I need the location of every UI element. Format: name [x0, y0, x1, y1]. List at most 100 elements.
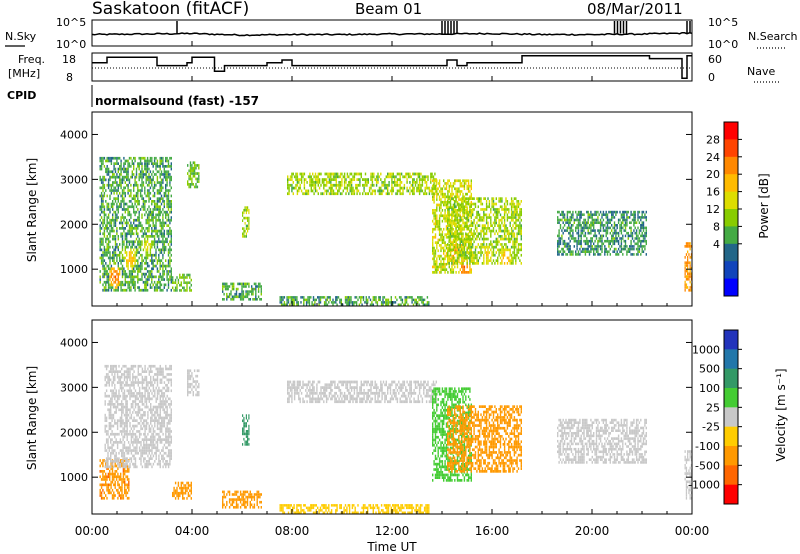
- heatmap-cell: [111, 478, 114, 481]
- heatmap-cell: [391, 181, 393, 184]
- heatmap-cell: [146, 251, 149, 254]
- heatmap-cell: [158, 189, 160, 192]
- heatmap-cell: [116, 181, 118, 184]
- heatmap-cell: [433, 198, 435, 201]
- heatmap-cell: [100, 159, 103, 163]
- heatmap-cell: [144, 229, 146, 233]
- heatmap-cell: [303, 186, 306, 190]
- heatmap-cell: [126, 159, 128, 163]
- heatmap-cell: [491, 224, 493, 227]
- heatmap-cell: [409, 186, 411, 190]
- noise-panel: N.Sky 10^5 10^0 10^5 10^0 N.Search: [5, 16, 798, 51]
- heatmap-cell: [134, 218, 136, 222]
- heatmap-cell: [630, 221, 632, 224]
- power-heatmap: [99, 156, 693, 306]
- heatmap-cell: [373, 189, 375, 193]
- heatmap-cell: [100, 167, 103, 171]
- heatmap-cell: [189, 169, 192, 173]
- heatmap-cell: [113, 256, 115, 260]
- heatmap-cell: [102, 183, 104, 187]
- heatmap-cell: [282, 296, 284, 299]
- heatmap-cell: [477, 200, 479, 203]
- heatmap-cell: [430, 178, 432, 181]
- heatmap-cell: [602, 226, 605, 230]
- heatmap-cell: [624, 234, 627, 238]
- heatmap-cell: [332, 192, 335, 196]
- heatmap-cell: [114, 251, 117, 254]
- heatmap-cell: [463, 221, 466, 225]
- heatmap-cell: [152, 175, 154, 179]
- heatmap-cell: [370, 186, 372, 190]
- heatmap-cell: [235, 292, 238, 296]
- heatmap-cell: [396, 172, 399, 176]
- heatmap-cell: [102, 459, 104, 462]
- heatmap-cell: [146, 178, 149, 182]
- heatmap-cell: [690, 275, 693, 278]
- heatmap-cell: [469, 268, 471, 271]
- heatmap-cell: [645, 229, 647, 232]
- heatmap-cell: [437, 265, 439, 269]
- heatmap-cell: [149, 208, 152, 211]
- heatmap-cell: [117, 167, 119, 171]
- heatmap-cell: [146, 191, 149, 195]
- heatmap-cell: [102, 175, 104, 179]
- heatmap-cell: [467, 251, 470, 254]
- heatmap-cell: [433, 252, 435, 255]
- heatmap-cell: [432, 244, 434, 247]
- heatmap-cell: [445, 235, 448, 239]
- heatmap-cell: [325, 189, 328, 193]
- heatmap-cell: [148, 183, 150, 187]
- heatmap-cell: [365, 301, 367, 304]
- heatmap-cell: [497, 262, 499, 265]
- heatmap-cell: [461, 265, 463, 269]
- heatmap-cell: [151, 243, 153, 246]
- heatmap-cell: [149, 243, 152, 246]
- heatmap-cell: [121, 178, 124, 182]
- heatmap-cell: [515, 221, 517, 225]
- heatmap-cell: [465, 235, 467, 239]
- heatmap-cell: [105, 419, 108, 422]
- heatmap-cell: [307, 192, 310, 196]
- heatmap-cell: [440, 268, 442, 271]
- heatmap-cell: [599, 245, 602, 248]
- heatmap-cell: [432, 246, 434, 250]
- heatmap-cell: [601, 250, 603, 253]
- heatmap-cell: [449, 198, 452, 201]
- heatmap-cell: [448, 184, 450, 188]
- heatmap-cell: [469, 243, 471, 246]
- heatmap-cell: [124, 202, 126, 206]
- heatmap-cell: [294, 296, 297, 299]
- heatmap-cell: [516, 205, 518, 209]
- heatmap-cell: [444, 268, 446, 271]
- heatmap-cell: [569, 216, 571, 219]
- heatmap-cell: [145, 288, 147, 292]
- heatmap-cell: [499, 200, 502, 203]
- heatmap-cell: [324, 172, 326, 176]
- heatmap-cell: [473, 232, 475, 236]
- heatmap-cell: [485, 202, 488, 206]
- heatmap-cell: [637, 210, 639, 214]
- heatmap-cell: [616, 250, 618, 253]
- heatmap-cell: [153, 275, 156, 279]
- heatmap-cell: [568, 218, 570, 222]
- heatmap-cell: [645, 218, 647, 222]
- heatmap-cell: [642, 234, 645, 238]
- heatmap-cell: [458, 271, 460, 274]
- heatmap-cell: [436, 179, 438, 183]
- heatmap-cell: [166, 183, 168, 187]
- heatmap-cell: [163, 167, 165, 171]
- heatmap-cell: [291, 178, 293, 181]
- heatmap-cell: [466, 233, 468, 236]
- heatmap-cell: [483, 224, 485, 227]
- heatmap-cell: [459, 179, 461, 183]
- heatmap-cell: [599, 218, 602, 222]
- heatmap-cell: [126, 470, 129, 473]
- heatmap-cell: [314, 301, 316, 304]
- heatmap-cell: [148, 264, 150, 268]
- heatmap-cell: [433, 254, 435, 258]
- heatmap-cell: [133, 218, 135, 222]
- heatmap-cell: [460, 240, 463, 244]
- heatmap-cell: [407, 189, 410, 193]
- heatmap-cell: [99, 229, 101, 233]
